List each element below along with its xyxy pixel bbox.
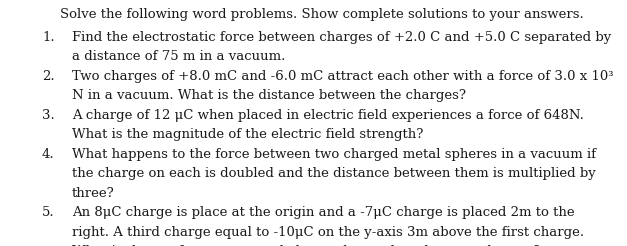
Text: Solve the following word problems. Show complete solutions to your answers.: Solve the following word problems. Show … [60,8,584,21]
Text: 1.: 1. [42,31,55,44]
Text: the charge on each is doubled and the distance between them is multiplied by: the charge on each is doubled and the di… [72,167,596,180]
Text: 4.: 4. [42,148,55,160]
Text: What is the magnitude of the electric field strength?: What is the magnitude of the electric fi… [72,128,423,141]
Text: three?: three? [72,186,115,200]
Text: right. A third charge equal to -10μC on the y-axis 3m above the first charge.: right. A third charge equal to -10μC on … [72,226,584,239]
Text: 5.: 5. [42,206,55,219]
Text: Find the electrostatic force between charges of +2.0 C and +5.0 C separated by: Find the electrostatic force between cha… [72,31,611,44]
Text: 2.: 2. [42,70,55,82]
Text: A charge of 12 μC when placed in electric field experiences a force of 648N.: A charge of 12 μC when placed in electri… [72,108,584,122]
Text: What is the net force on second charge due to the other two charges?: What is the net force on second charge d… [72,245,540,246]
Text: What happens to the force between two charged metal spheres in a vacuum if: What happens to the force between two ch… [72,148,596,160]
Text: a distance of 75 m in a vacuum.: a distance of 75 m in a vacuum. [72,50,285,63]
Text: An 8μC charge is place at the origin and a -7μC charge is placed 2m to the: An 8μC charge is place at the origin and… [72,206,574,219]
Text: Two charges of +8.0 mC and -6.0 mC attract each other with a force of 3.0 x 10³: Two charges of +8.0 mC and -6.0 mC attra… [72,70,613,82]
Text: 3.: 3. [42,108,55,122]
Text: N in a vacuum. What is the distance between the charges?: N in a vacuum. What is the distance betw… [72,89,466,102]
